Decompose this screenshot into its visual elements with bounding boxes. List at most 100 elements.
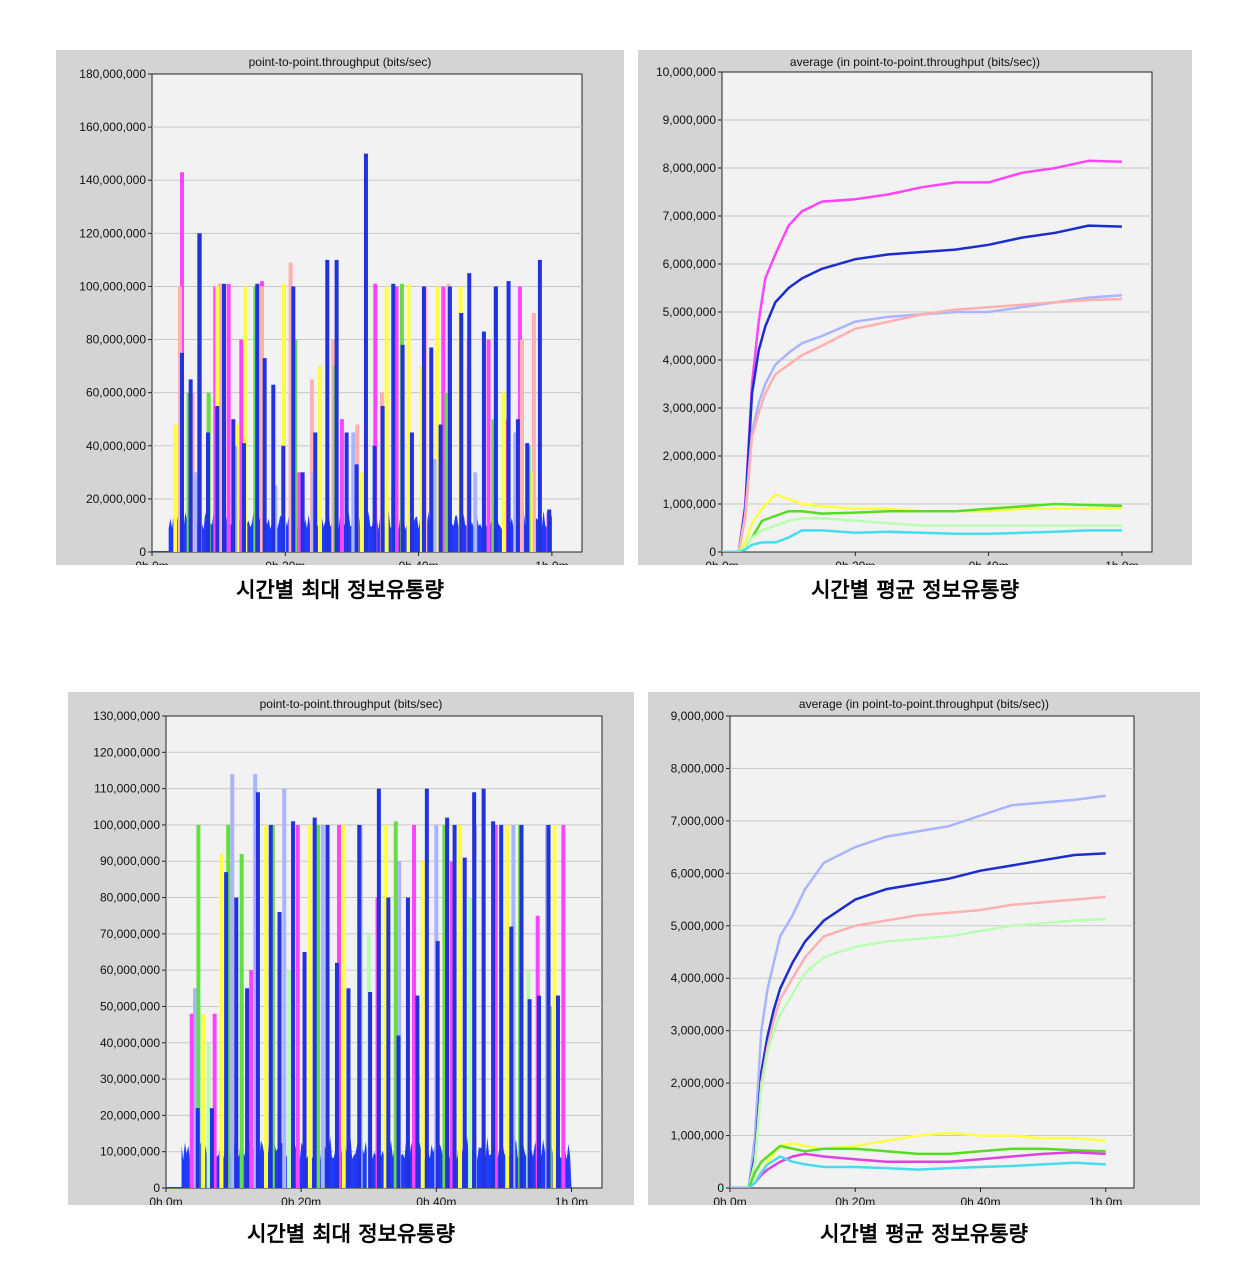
spike-bar: [505, 824, 510, 1188]
spike-bar: [405, 897, 410, 1188]
spike-bar: [380, 405, 385, 552]
spike-bar: [234, 897, 239, 1188]
x-tick-label: 0h 0m: [713, 1195, 746, 1205]
series-line: [722, 159, 1122, 552]
series-line: [722, 293, 1122, 552]
spike-bar: [561, 824, 566, 1188]
spike-bar: [424, 788, 429, 1188]
x-tick-label: 0h 40m: [399, 559, 439, 565]
spike-bar: [291, 821, 296, 1188]
y-tick-label: 60,000,000: [86, 386, 146, 400]
spike-bar: [393, 821, 398, 1188]
y-tick-label: 120,000,000: [93, 745, 160, 759]
y-tick-label: 120,000,000: [79, 226, 146, 240]
y-tick-label: 30,000,000: [100, 1072, 160, 1086]
spike-bar: [224, 872, 229, 1188]
y-tick-label: 7,000,000: [671, 814, 725, 828]
spike-bar: [552, 824, 557, 1188]
series-line: [722, 529, 1122, 552]
chart-caption-1: 시간별 최대 정보유통량: [236, 578, 444, 602]
spike-bar: [201, 1013, 206, 1188]
spike-bar: [383, 824, 388, 1188]
spike-bar: [325, 259, 330, 552]
spike-bar: [354, 464, 359, 552]
series-layer: [152, 153, 552, 552]
y-tick-label: 8,000,000: [663, 161, 717, 175]
chart-c2: average (in point-to-point.throughput (b…: [656, 55, 1153, 565]
y-tick-label: 0: [709, 545, 716, 559]
spike-bar: [307, 824, 312, 1188]
spike-bar: [519, 824, 524, 1188]
y-tick-label: 8,000,000: [671, 761, 725, 775]
spike-bar: [515, 419, 520, 552]
y-tick-label: 40,000,000: [100, 1036, 160, 1050]
y-tick-label: 4,000,000: [663, 353, 717, 367]
spike-bar: [271, 384, 276, 552]
spike-bar: [396, 1035, 401, 1188]
spike-bar: [519, 339, 524, 552]
spike-bar: [420, 861, 425, 1188]
series-line: [722, 297, 1122, 552]
x-tick-label: 1h 0m: [555, 1195, 588, 1205]
spike-bar: [316, 824, 321, 1188]
spike-bar: [219, 853, 224, 1188]
x-tick-label: 0h 20m: [265, 559, 305, 565]
y-tick-label: 50,000,000: [100, 999, 160, 1013]
chart-panel-2: average (in point-to-point.throughput (b…: [638, 50, 1192, 565]
y-tick-label: 160,000,000: [79, 120, 146, 134]
spike-bar: [462, 857, 467, 1188]
spike-bar: [491, 419, 496, 552]
spike-bar: [262, 358, 267, 552]
spike-bar: [445, 817, 450, 1188]
spike-bar: [409, 432, 414, 552]
spike-bar: [297, 472, 302, 552]
spike-bar: [253, 774, 258, 1188]
y-tick-label: 20,000,000: [86, 492, 146, 506]
y-tick-label: 5,000,000: [671, 919, 725, 933]
x-tick-label: 1h 0m: [1089, 1195, 1122, 1205]
spike-bar: [245, 988, 250, 1188]
spike-bar: [239, 339, 244, 552]
spike-bar: [400, 344, 405, 552]
chart-panel-4: average (in point-to-point.throughput (b…: [648, 692, 1200, 1205]
y-tick-label: 9,000,000: [671, 709, 725, 723]
spike-bar: [406, 283, 411, 552]
spike-bar: [337, 824, 342, 1188]
spike-bar: [537, 995, 542, 1188]
spike-bar: [472, 792, 477, 1188]
spike-bar: [499, 824, 504, 1188]
chart-c3: point-to-point.throughput (bits/sec) 130,…: [93, 697, 603, 1205]
spike-bar: [189, 1013, 194, 1188]
spike-bar: [459, 313, 464, 552]
series-line: [722, 517, 1122, 552]
spike-bar: [264, 824, 269, 1188]
spike-bar: [546, 824, 551, 1188]
spike-bar: [441, 286, 446, 552]
series-layer: [730, 794, 1106, 1188]
spike-bar: [193, 472, 198, 552]
spike-bar: [467, 273, 472, 552]
y-tick-label: 7,000,000: [663, 209, 717, 223]
y-tick-label: 60,000,000: [100, 963, 160, 977]
spike-bar: [397, 861, 402, 1188]
spike-bar: [447, 286, 452, 552]
y-tick-label: 0: [139, 545, 146, 559]
spike-bar: [212, 1013, 217, 1188]
chart-title: point-to-point.throughput (bits/sec): [260, 697, 443, 711]
spike-bar: [295, 824, 300, 1188]
chart-caption-4: 시간별 평균 정보유통량: [820, 1222, 1028, 1246]
spike-bar: [268, 824, 273, 1188]
spike-bar: [281, 283, 286, 552]
spike-bar: [444, 392, 449, 552]
spike-bar: [255, 792, 260, 1188]
x-tick-label: 0h 20m: [281, 1195, 321, 1205]
spike-bar: [313, 432, 318, 552]
y-tick-label: 90,000,000: [100, 854, 160, 868]
spike-bar: [339, 419, 344, 552]
spike-bar: [527, 999, 532, 1188]
x-tick-label: 1h 0m: [1105, 559, 1138, 565]
spike-bar: [217, 283, 222, 552]
x-tick-label: 0h 0m: [135, 559, 168, 565]
spike-bar: [491, 821, 496, 1188]
y-tick-label: 100,000,000: [93, 818, 160, 832]
